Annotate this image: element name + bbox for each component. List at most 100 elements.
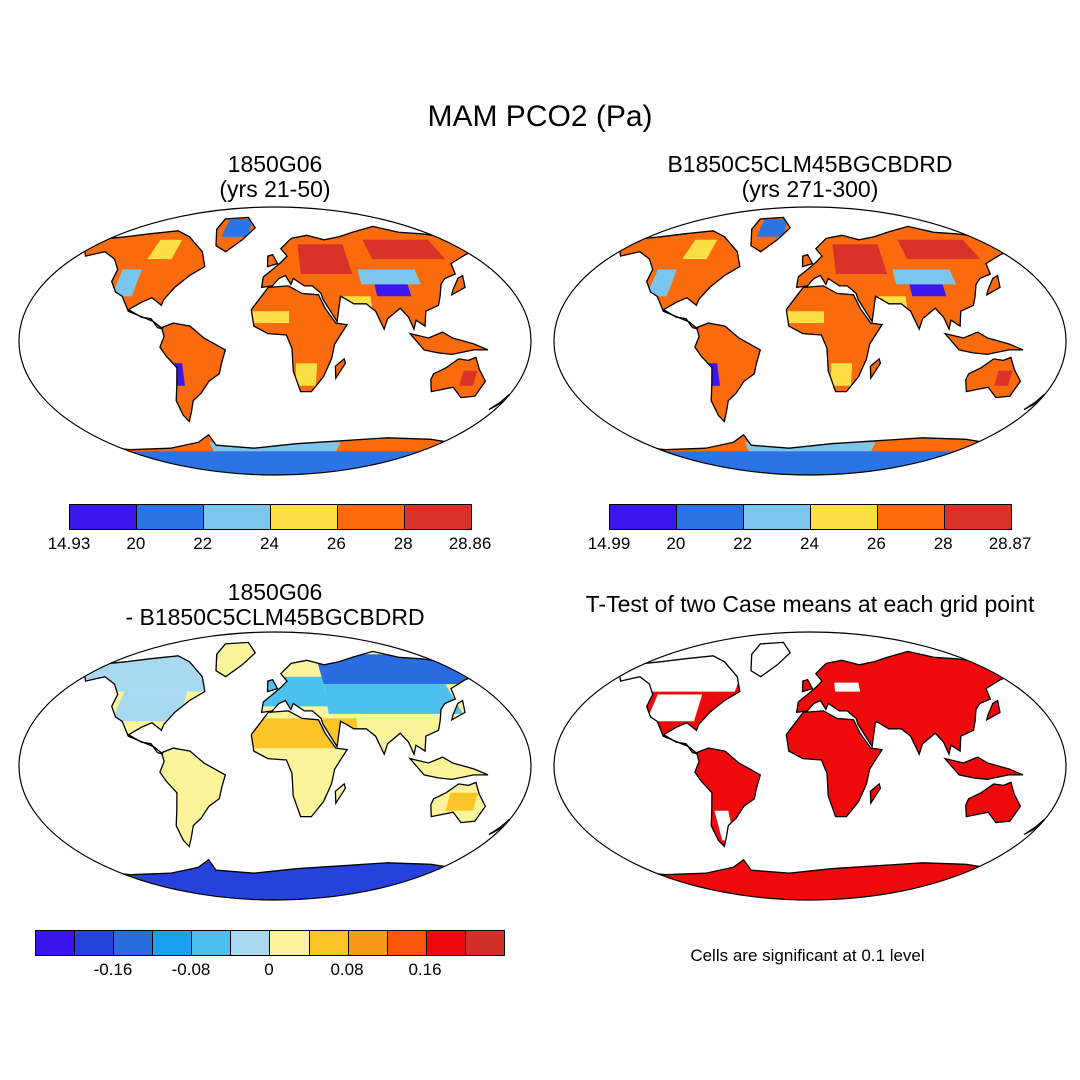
colorbar-tick-label: 28 (933, 534, 953, 553)
value-region (830, 363, 853, 386)
panel-title-top-right: B1850C5CLM45BGCBDRD (yrs 271-300) (605, 152, 1015, 202)
colorbar-swatch (744, 505, 811, 529)
panel-title-bottom-right-line1: T-Test of two Case means at each grid po… (585, 591, 1035, 617)
coastline (801, 678, 814, 693)
coastline (408, 756, 489, 781)
land-greenland (216, 642, 256, 677)
land-eurasia (796, 651, 1016, 755)
land-australia (430, 357, 486, 398)
land-uk (802, 254, 813, 267)
colorbar-swatch (153, 931, 193, 955)
coastline (943, 331, 1024, 356)
land-uk (802, 679, 813, 692)
colorbar-swatch (348, 931, 388, 955)
land-namerica (619, 230, 740, 330)
colorbar-tick-label: 28 (393, 534, 413, 553)
land-samerica (694, 748, 761, 847)
map-frame (18, 206, 532, 476)
coastline (869, 357, 882, 381)
coastline (943, 756, 1024, 781)
coastline (430, 781, 487, 824)
colorbar-swatch (610, 505, 677, 529)
value-region (111, 269, 142, 297)
colorbar-swatch (945, 505, 1011, 529)
value-region (221, 218, 253, 237)
coastline (450, 699, 466, 722)
value-region (781, 311, 825, 324)
coastline (334, 782, 347, 806)
colorbar-tick-label: 24 (260, 534, 279, 553)
main-title: MAM PCO2 (Pa) (427, 100, 653, 133)
map-panel-top-right (553, 206, 1067, 476)
coastline (985, 699, 1001, 722)
value-region (362, 239, 446, 260)
map-frame (18, 631, 532, 901)
panel-title-top-left: 1850G06 (yrs 21-50) (70, 152, 480, 202)
colorbar-swatch (309, 931, 349, 955)
value-region (445, 792, 479, 811)
value-region (261, 676, 328, 707)
colorbar-tick-label: 14.99 (587, 534, 631, 553)
value-region (111, 691, 188, 722)
land-madagascar (870, 358, 881, 379)
value-region (892, 269, 957, 285)
colorbar-swatch (811, 505, 878, 529)
land-greenland (751, 642, 791, 677)
value-region (682, 239, 718, 260)
coastline (694, 322, 762, 423)
coastline (785, 285, 884, 393)
colorbar-swatch (204, 505, 271, 529)
land-japan (451, 275, 465, 295)
colorbar-swatch (231, 931, 271, 955)
coastline (795, 225, 1017, 332)
coastline (159, 322, 227, 423)
value-region (626, 451, 994, 475)
map-panel-bottom-left (18, 631, 532, 901)
land-australia (965, 782, 1021, 823)
land-japan (986, 700, 1000, 720)
colorbar-swatch (677, 505, 744, 529)
colorbar-tick-label: 26 (326, 534, 346, 553)
coastline (785, 710, 884, 818)
value-region (459, 370, 478, 386)
colorbar-tick-label: 26 (866, 534, 886, 553)
colorbar-swatch (75, 931, 115, 955)
map-panel-bottom-right (553, 631, 1067, 901)
coastline (869, 782, 882, 806)
insignificant-region (834, 682, 861, 692)
colorbar-swatch (338, 505, 405, 529)
land-uk (267, 254, 278, 267)
coastline (266, 678, 279, 693)
value-region (994, 370, 1013, 386)
colorbar-tick-label: 24 (800, 534, 819, 553)
colorbar-tick-label: 20 (126, 534, 146, 553)
colorbar-swatch (426, 931, 466, 955)
land-japan (986, 275, 1000, 295)
panel-title-bottom-left-line2: - B1850C5CLM45BGCBDRD (125, 604, 425, 630)
value-region (357, 269, 422, 285)
panel-title-top-left-line1: 1850G06 (227, 151, 323, 177)
colorbar-top-right (609, 504, 1012, 530)
map-frame (553, 631, 1067, 901)
land-africa (786, 710, 883, 817)
colorbar-top-left (69, 504, 472, 530)
colorbar-swatch (270, 931, 310, 955)
colorbar-tick-label: 22 (193, 534, 213, 553)
panel-title-bottom-left: 1850G06 - B1850C5CLM45BGCBDRD (60, 580, 490, 630)
value-region (315, 654, 482, 685)
value-region (832, 244, 888, 274)
coastline (83, 655, 206, 755)
value-region (82, 861, 480, 900)
land-namerica (84, 230, 205, 330)
coastline (266, 253, 279, 268)
value-region (323, 684, 463, 714)
colorbar-swatch (387, 931, 427, 955)
colorbar-tick-label: -0.16 (93, 960, 133, 979)
panel-title-top-right-line1: B1850C5CLM45BGCBDRD (667, 151, 953, 177)
coastline (965, 781, 1022, 824)
colorbar-swatch (878, 505, 945, 529)
map-frame (553, 206, 1067, 476)
colorbar-swatch (114, 931, 154, 955)
colorbar-difference (35, 930, 505, 956)
coastline (215, 641, 257, 678)
